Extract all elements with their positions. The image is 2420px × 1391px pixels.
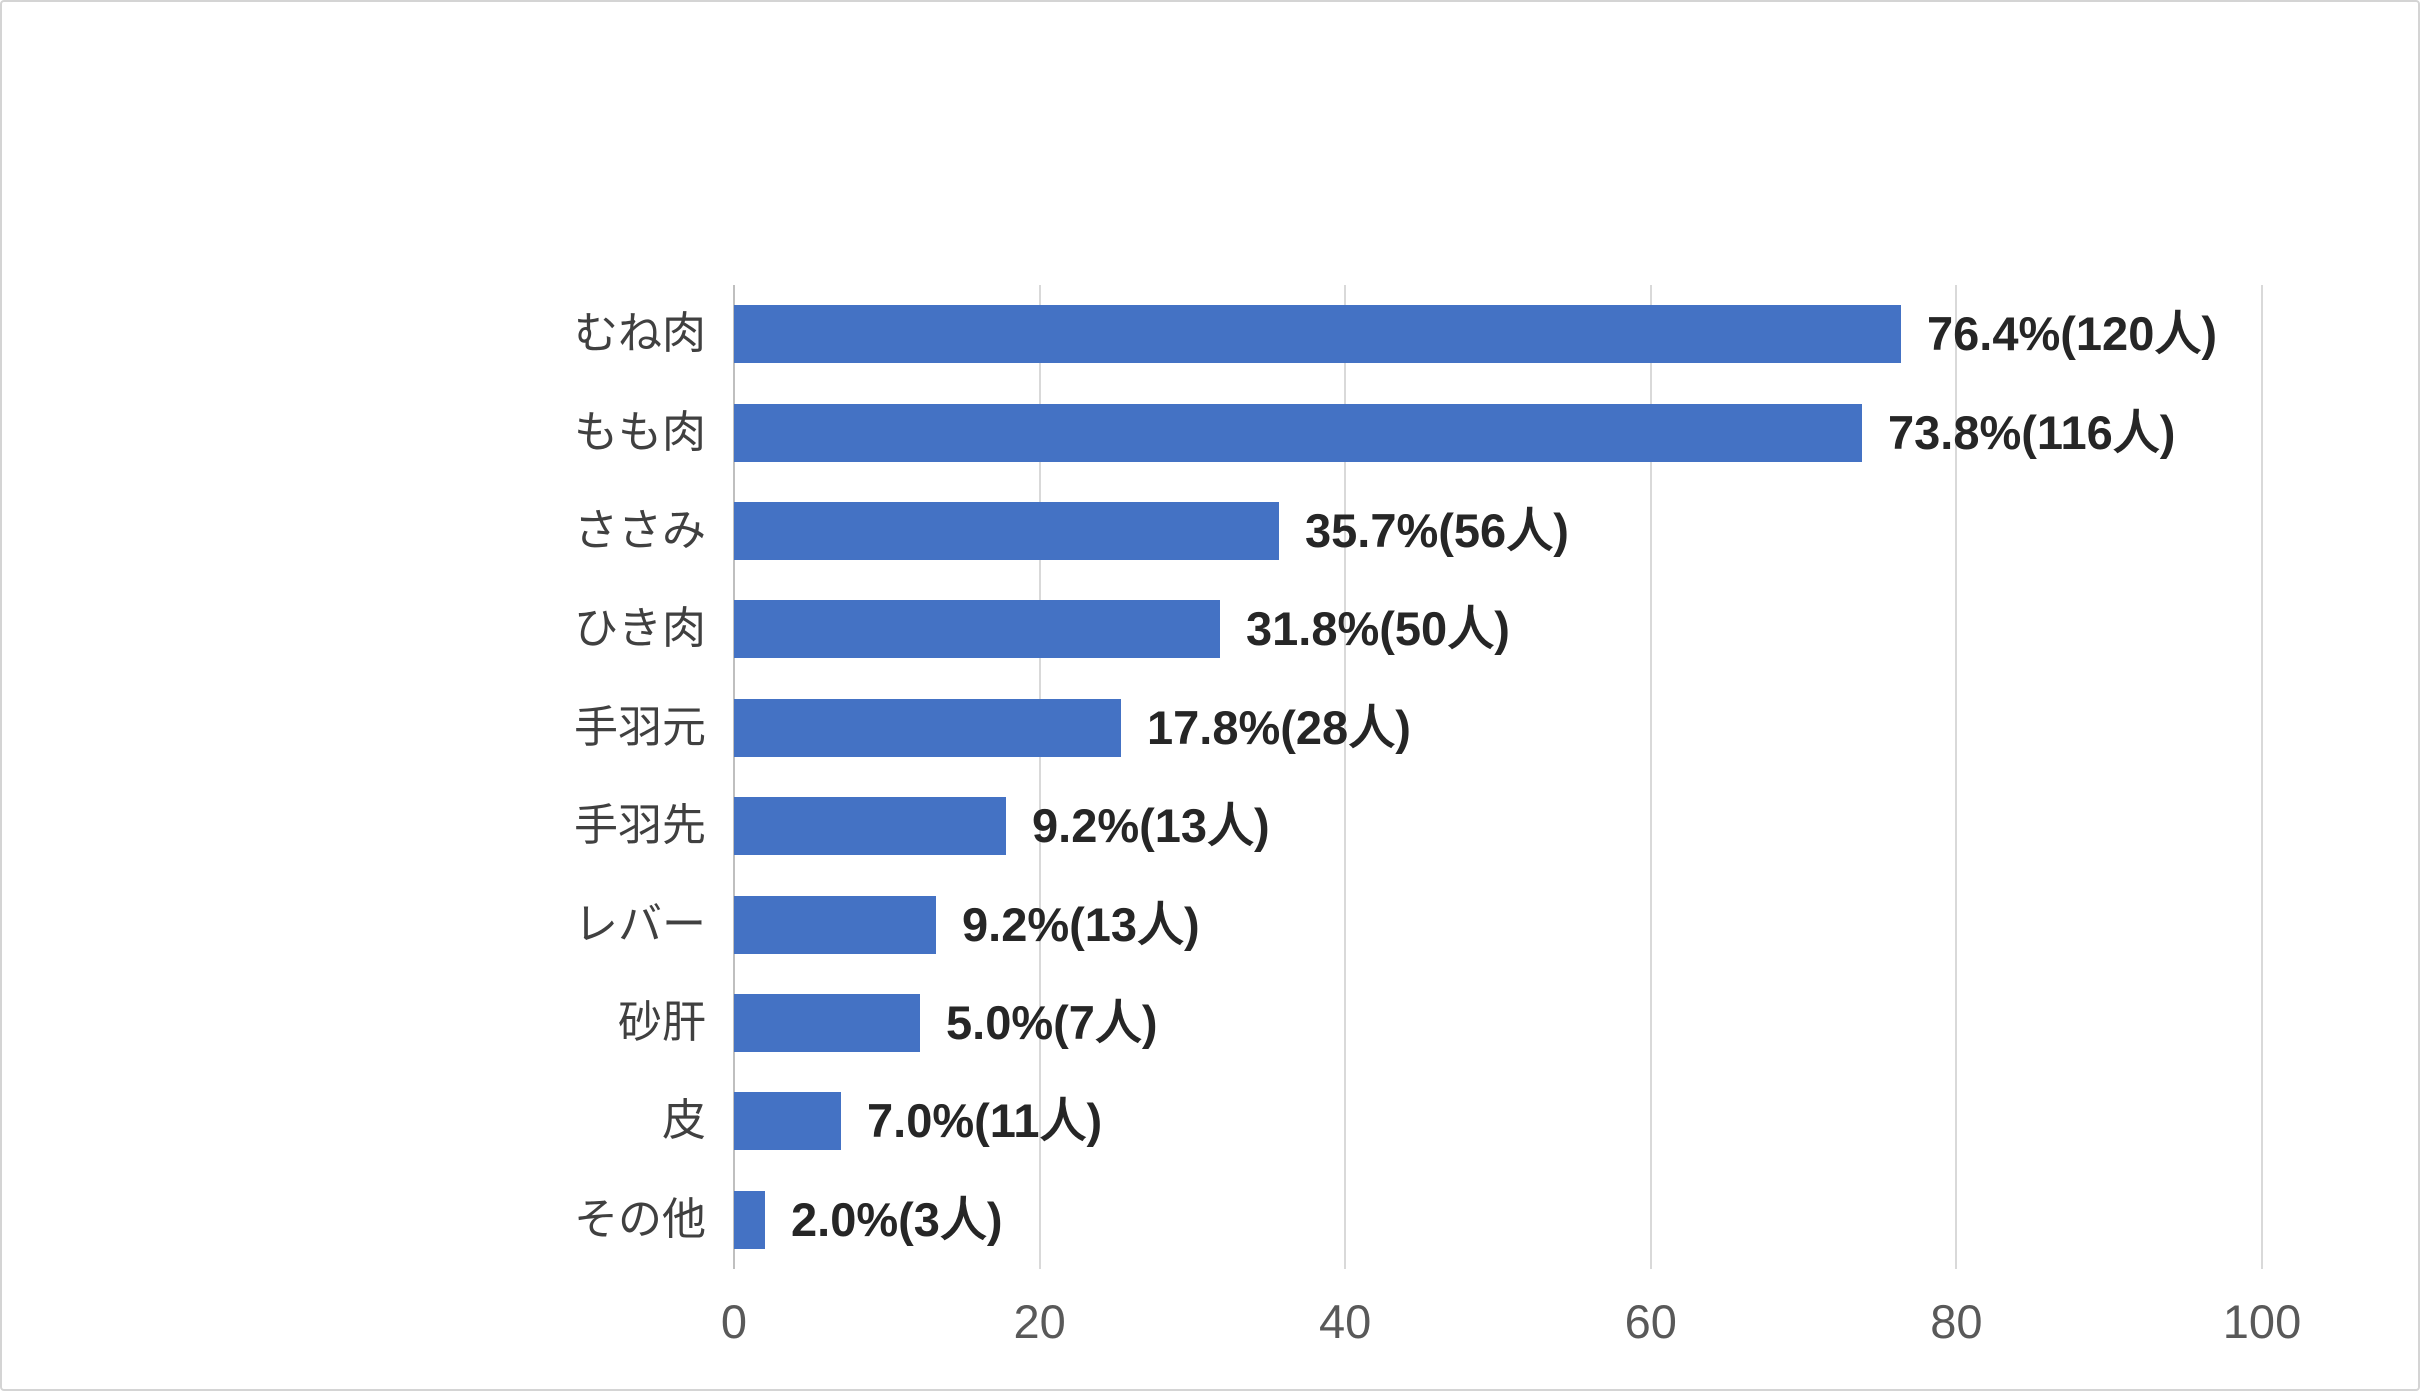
bar (734, 305, 1901, 363)
category-label: ひき肉 (574, 604, 706, 653)
category-label: 手羽元 (574, 703, 706, 752)
x-axis-tick-label: 100 (2222, 1295, 2302, 1348)
gridline (1344, 285, 1347, 1269)
value-label: 31.8%(50人) (1246, 602, 1510, 655)
value-label: 9.2%(13人) (962, 898, 1200, 951)
bar (734, 1191, 765, 1249)
category-axis-line (733, 285, 735, 1269)
bar (734, 699, 1121, 757)
gridline (2261, 285, 2263, 1269)
bar (734, 404, 1862, 462)
bar (734, 797, 1006, 855)
bar (734, 502, 1279, 560)
value-label: 5.0%(7人) (946, 996, 1158, 1049)
bar (734, 600, 1220, 658)
category-label: 砂肝 (618, 998, 706, 1047)
value-label: 73.8%(116人) (1888, 406, 2176, 459)
category-label: もも肉 (574, 408, 706, 457)
bar (734, 896, 936, 954)
x-axis-tick-label: 80 (1930, 1295, 1983, 1348)
category-label: ささみ (574, 506, 706, 555)
value-label: 2.0%(3人) (791, 1193, 1003, 1246)
bar (734, 994, 920, 1052)
category-label: 手羽先 (574, 801, 706, 850)
category-label: むね肉 (574, 309, 706, 358)
value-label: 35.7%(56人) (1305, 504, 1569, 557)
category-label: 皮 (662, 1096, 706, 1145)
x-axis-tick-label: 0 (720, 1295, 748, 1348)
value-label: 17.8%(28人) (1147, 701, 1411, 754)
category-label: レバー (574, 900, 706, 949)
value-label: 9.2%(13人) (1032, 799, 1270, 852)
x-axis-tick-label: 40 (1319, 1295, 1372, 1348)
gridline (1038, 285, 1041, 1269)
category-label: その他 (574, 1195, 706, 1244)
x-axis-tick-label: 60 (1624, 1295, 1677, 1348)
bar (734, 1092, 841, 1150)
value-label: 76.4%(120人) (1927, 307, 2217, 360)
gridline (1955, 285, 1958, 1269)
x-axis-tick-label: 20 (1013, 1295, 1066, 1348)
gridline (1649, 285, 1652, 1269)
value-label: 7.0%(11人) (867, 1094, 1103, 1147)
